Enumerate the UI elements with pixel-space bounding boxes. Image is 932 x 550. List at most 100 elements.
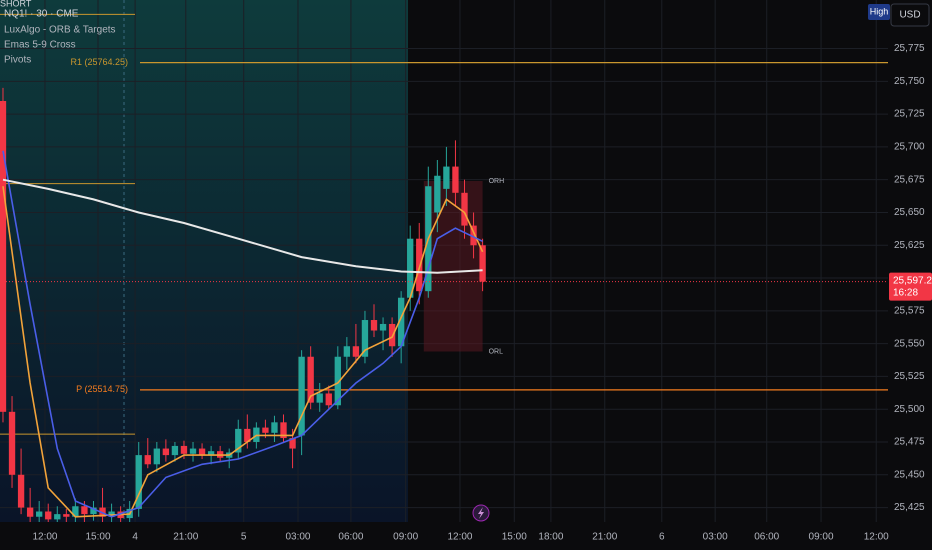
x-tick-label: 09:00 <box>393 532 418 543</box>
y-tick-label: 25,450 <box>894 469 925 480</box>
high-button-label[interactable]: High <box>870 6 889 16</box>
y-tick-label: 25,725 <box>894 109 925 120</box>
pivot-label: P (25514.75) <box>76 384 128 394</box>
y-tick-label: 25,625 <box>894 240 925 251</box>
y-tick-label: 25,700 <box>894 142 925 153</box>
candle-body <box>171 445 179 456</box>
pivot-label: R1 (25764.25) <box>70 57 128 67</box>
candle-body <box>416 238 423 292</box>
x-tick-label: 03:00 <box>703 532 728 543</box>
candle-body <box>189 448 197 454</box>
candle-body <box>45 511 52 520</box>
x-tick-label: 21:00 <box>173 532 198 543</box>
y-tick-label: 25,475 <box>894 437 925 448</box>
y-tick-label: 25,500 <box>894 404 925 415</box>
y-tick-label: 25,575 <box>894 305 925 316</box>
axes: 25,425 25,450 25,475 25,500 25,525 25,550 25,5… <box>32 43 932 543</box>
candle-body <box>135 455 142 509</box>
candle-body <box>461 192 468 226</box>
x-tick-label: 21:00 <box>592 532 617 543</box>
candle-body <box>370 320 378 331</box>
x-tick-label: 06:00 <box>754 532 779 543</box>
candle-body <box>280 422 287 439</box>
corner-label: SHORT <box>0 0 32 8</box>
candle-body <box>108 511 115 517</box>
candle-body <box>343 346 351 357</box>
candle-body <box>307 356 314 403</box>
candle-body <box>198 448 206 456</box>
moving-average <box>2 186 484 518</box>
session-shade <box>0 0 408 522</box>
currency-button[interactable] <box>890 3 930 27</box>
x-tick-label: 15:00 <box>85 532 110 543</box>
candle-body <box>452 166 459 193</box>
currency-button-label[interactable]: USD <box>899 10 920 21</box>
candle-body <box>479 245 486 282</box>
candle-body <box>397 297 405 347</box>
high-button[interactable] <box>868 4 890 20</box>
candle-body <box>289 438 296 449</box>
candle-body <box>180 445 188 454</box>
candle-body <box>90 507 97 515</box>
candle-body <box>153 448 160 465</box>
last-price-badge <box>889 272 932 301</box>
x-tick-label: 15:00 <box>502 532 527 543</box>
indicator-label: LuxAlgo - ORB & Targets <box>4 25 116 36</box>
indicator-label: Emas 5-9 Cross <box>4 40 76 51</box>
candle-body <box>36 511 43 517</box>
candle-body <box>271 422 278 433</box>
candle-body <box>388 323 396 347</box>
y-tick-label: 25,750 <box>894 76 925 87</box>
indicator-label: Pivots <box>4 55 31 66</box>
candle-body <box>0 100 7 412</box>
candle-body <box>434 175 441 213</box>
candle-body <box>334 356 341 406</box>
candle-body <box>144 455 151 465</box>
candle-body <box>63 514 70 517</box>
y-tick-label: 25,650 <box>894 207 925 218</box>
candle-body <box>244 428 251 442</box>
chart-title: NQ1! · 30 · CME <box>4 9 79 20</box>
x-tick-label: 12:00 <box>32 532 57 543</box>
candle-body <box>235 428 242 453</box>
orb-low-label: ORL <box>489 348 504 355</box>
candle-body <box>8 411 16 475</box>
candle-body <box>379 323 387 331</box>
y-tick-label: 25,675 <box>894 174 925 185</box>
candle-body <box>316 393 323 403</box>
y-tick-label: 25,775 <box>894 43 925 54</box>
y-tick-label: 25,550 <box>894 338 925 349</box>
orb-high-label: ORH <box>489 178 505 185</box>
candle-body <box>298 356 305 436</box>
countdown-label: 16:28 <box>893 287 918 298</box>
y-tick-label: 25,425 <box>894 502 925 513</box>
candle-body <box>17 474 25 508</box>
candle-body <box>470 225 477 246</box>
candle-body <box>443 166 450 189</box>
x-tick-label: 5 <box>241 532 247 543</box>
candle-body <box>81 506 88 515</box>
orb-box <box>423 180 483 352</box>
candle-body <box>72 506 79 517</box>
last-price-label: 25,597.25 <box>893 275 932 286</box>
x-tick-label: 12:00 <box>447 532 472 543</box>
candle-body <box>162 448 170 456</box>
candle-body <box>361 320 369 357</box>
candle-body <box>352 346 360 357</box>
x-tick-label: 18:00 <box>538 532 563 543</box>
x-tick-label: 03:00 <box>285 532 310 543</box>
x-tick-label: 6 <box>659 532 665 543</box>
x-tick-label: 09:00 <box>809 532 834 543</box>
event-bolt <box>478 507 484 519</box>
candle-body <box>54 514 61 520</box>
candle-body <box>207 451 215 456</box>
candle-body <box>26 507 34 517</box>
candle-body <box>262 427 269 433</box>
moving-average <box>2 178 483 274</box>
plot-area: ORH ORL R1 (25764.25) P (25514.75) <box>0 13 888 522</box>
moving-average <box>2 150 483 518</box>
y-tick-label: 25,525 <box>894 371 925 382</box>
x-tick-label: 06:00 <box>338 532 363 543</box>
candle-body <box>407 238 414 298</box>
